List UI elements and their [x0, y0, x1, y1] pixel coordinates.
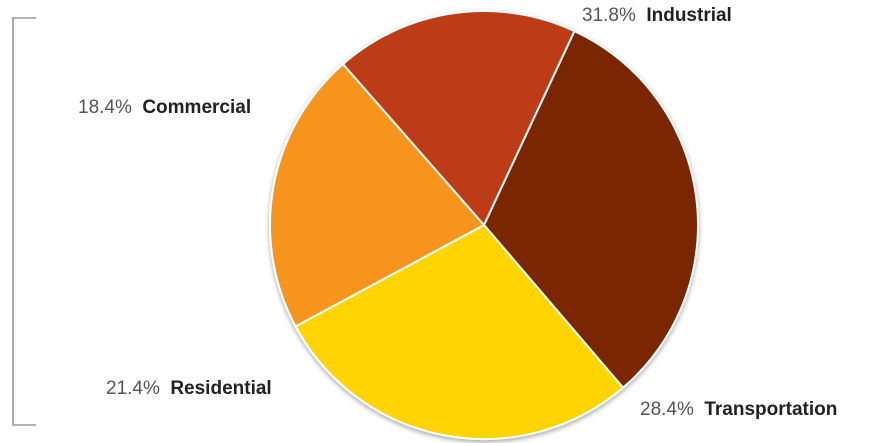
pie-slice-residential [269, 63, 485, 328]
pie-slice-industrial [483, 30, 699, 389]
slice-name-commercial: Commercial [142, 97, 251, 118]
slice-label-commercial: 18.4% Commercial [78, 97, 251, 118]
pie-slice-transportation [294, 224, 625, 440]
slice-label-residential: 21.4% Residential [106, 378, 272, 399]
slice-percent-commercial: 18.4% [78, 97, 132, 118]
left-bracket [12, 17, 36, 426]
slice-name-industrial: Industrial [646, 5, 732, 26]
pie-slices [269, 10, 699, 440]
slice-percent-residential: 21.4% [106, 378, 160, 399]
slice-label-transportation: 28.4% Transportation [640, 399, 837, 420]
slice-name-residential: Residential [170, 378, 271, 399]
pie-slice-commercial [341, 10, 576, 226]
slice-percent-transportation: 28.4% [640, 399, 694, 420]
slice-label-industrial: 31.8% Industrial [582, 5, 732, 26]
slice-percent-industrial: 31.8% [582, 5, 636, 26]
slice-name-transportation: Transportation [704, 399, 837, 420]
